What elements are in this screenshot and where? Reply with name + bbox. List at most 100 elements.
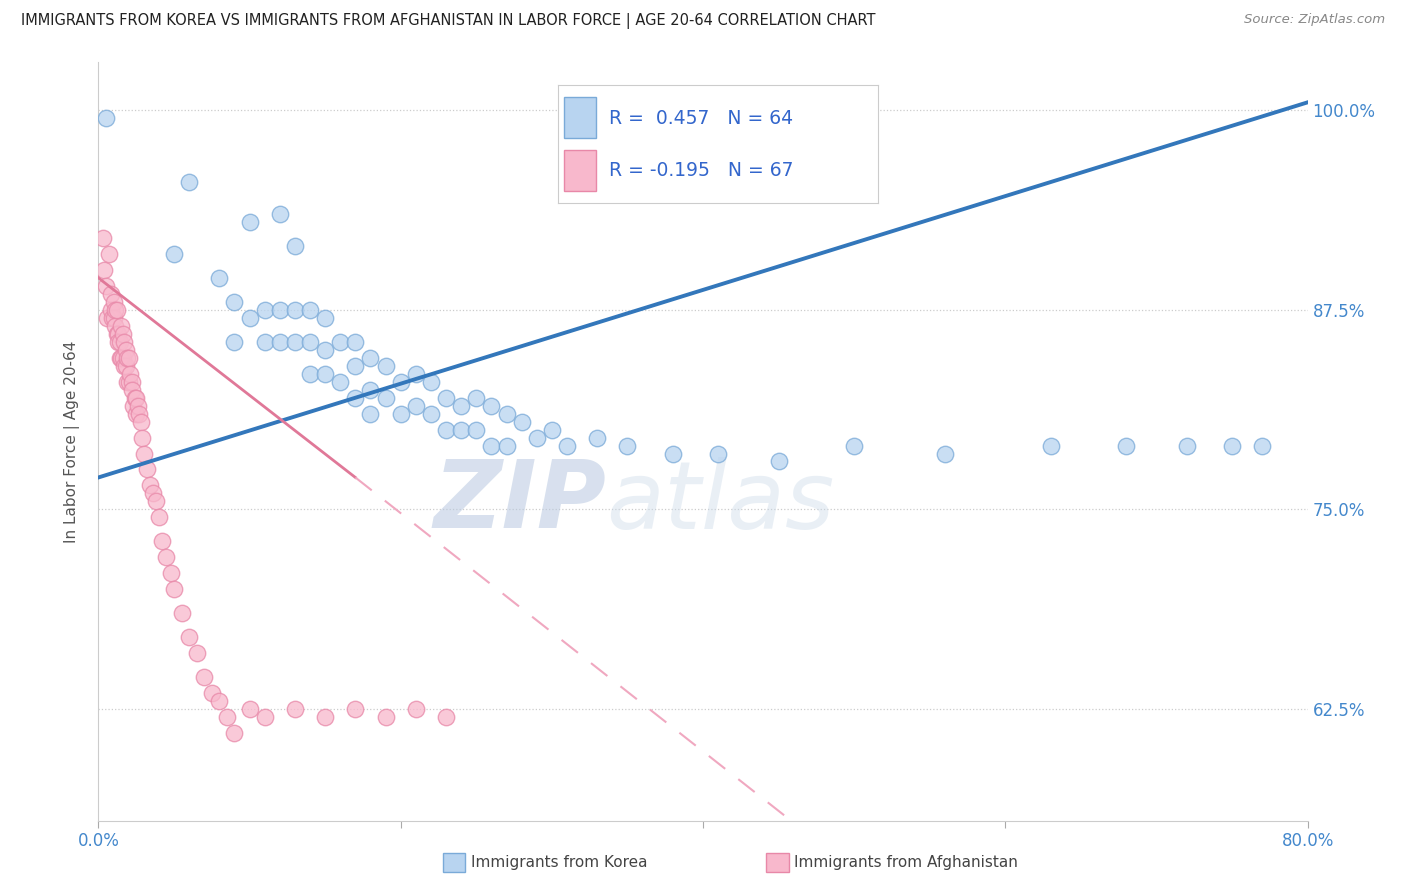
Text: Source: ZipAtlas.com: Source: ZipAtlas.com (1244, 13, 1385, 27)
Point (269, 334, 291, 349)
Point (510, 415, 533, 429)
Point (118, 375, 141, 389)
Point (253, 710, 276, 724)
Point (239, 310, 262, 325)
Point (344, 702, 367, 716)
Point (661, 446, 683, 460)
Point (100, 286, 122, 301)
Point (360, 383, 382, 397)
Point (114, 343, 136, 357)
Point (208, 271, 231, 285)
Point (389, 407, 412, 421)
Point (122, 399, 145, 413)
Point (186, 646, 208, 660)
Text: Immigrants from Afghanistan: Immigrants from Afghanistan (794, 855, 1018, 870)
Point (155, 550, 177, 565)
Point (374, 710, 396, 724)
Point (103, 294, 125, 309)
Point (120, 367, 142, 381)
Point (94, 112, 117, 126)
Point (224, 294, 246, 309)
Point (111, 326, 134, 341)
Point (481, 399, 503, 413)
Point (100, 302, 122, 317)
Point (450, 399, 472, 413)
Text: atlas: atlas (606, 457, 835, 548)
Point (224, 334, 246, 349)
Text: Immigrants from Korea: Immigrants from Korea (471, 855, 648, 870)
Point (1220, 438, 1243, 452)
Point (179, 175, 201, 189)
Point (131, 431, 153, 445)
Point (93, 263, 115, 277)
Point (269, 207, 291, 221)
Point (127, 399, 149, 413)
Point (450, 423, 472, 437)
Point (128, 407, 150, 421)
Y-axis label: In Labor Force | Age 20-64: In Labor Force | Age 20-64 (63, 341, 80, 542)
Point (360, 351, 382, 365)
Point (129, 415, 152, 429)
Point (111, 351, 134, 365)
Point (465, 391, 488, 405)
Point (360, 407, 382, 421)
Point (1251, 438, 1274, 452)
Point (405, 367, 427, 381)
Point (124, 391, 146, 405)
Point (299, 302, 322, 317)
Point (934, 446, 956, 460)
Point (107, 326, 129, 341)
Point (179, 630, 201, 644)
Point (170, 606, 193, 620)
Point (132, 446, 155, 460)
Point (103, 310, 125, 325)
Point (465, 423, 488, 437)
Point (616, 438, 638, 452)
Point (110, 351, 132, 365)
Point (284, 239, 307, 253)
Point (135, 462, 157, 476)
Point (344, 334, 367, 349)
Point (284, 334, 307, 349)
Point (215, 710, 238, 724)
Point (112, 334, 135, 349)
Point (526, 431, 548, 445)
Point (121, 375, 143, 389)
Point (115, 351, 138, 365)
Point (224, 726, 246, 740)
Point (193, 670, 215, 684)
Point (344, 359, 367, 373)
Point (269, 302, 291, 317)
Point (110, 318, 132, 333)
Point (208, 694, 231, 708)
Point (299, 367, 322, 381)
Point (253, 334, 276, 349)
Point (104, 302, 127, 317)
Point (160, 566, 183, 581)
Point (104, 318, 127, 333)
Point (94, 279, 117, 293)
Point (284, 702, 307, 716)
Point (329, 375, 352, 389)
Point (434, 710, 457, 724)
Text: IMMIGRANTS FROM KOREA VS IMMIGRANTS FROM AFGHANISTAN IN LABOR FORCE | AGE 20-64 : IMMIGRANTS FROM KOREA VS IMMIGRANTS FROM… (21, 13, 876, 29)
Point (329, 334, 352, 349)
Point (299, 334, 322, 349)
Point (145, 494, 167, 508)
Point (405, 399, 427, 413)
Point (125, 391, 148, 405)
Point (586, 431, 609, 445)
Text: ZIP: ZIP (433, 456, 606, 549)
Point (344, 391, 367, 405)
Point (434, 391, 457, 405)
Point (1039, 438, 1062, 452)
Point (105, 302, 128, 317)
Point (405, 702, 427, 716)
Point (1175, 438, 1198, 452)
Point (112, 359, 135, 373)
Point (314, 310, 336, 325)
Point (495, 438, 517, 452)
Point (420, 375, 443, 389)
Point (163, 582, 186, 597)
Point (148, 510, 170, 524)
